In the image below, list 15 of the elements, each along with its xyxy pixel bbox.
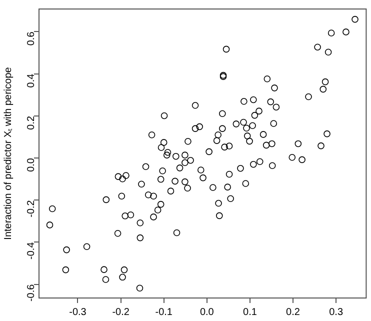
y-tick-label: 0.6 — [26, 31, 37, 46]
x-tick-label: -0.3 — [69, 306, 87, 318]
y-tick-label: -0.2 — [26, 200, 37, 218]
x-tick-label: -0.2 — [112, 306, 130, 318]
y-tick-label: 0.2 — [26, 115, 37, 130]
x-tick-label: 0.3 — [329, 306, 344, 318]
x-tick-label: 0.2 — [286, 306, 300, 318]
y-tick-label: 0.4 — [26, 73, 37, 88]
x-tick-label: -0.1 — [155, 306, 173, 318]
y-tick-label: -0.6 — [26, 284, 37, 302]
y-tick-label: 0.0 — [26, 158, 37, 172]
x-tick-label: 0.1 — [243, 306, 258, 318]
x-tick-label: 0.0 — [200, 306, 214, 318]
y-axis-title: Interaction of predictor Xₜ with pericope — [2, 66, 14, 240]
y-tick-label: -0.4 — [26, 242, 37, 260]
